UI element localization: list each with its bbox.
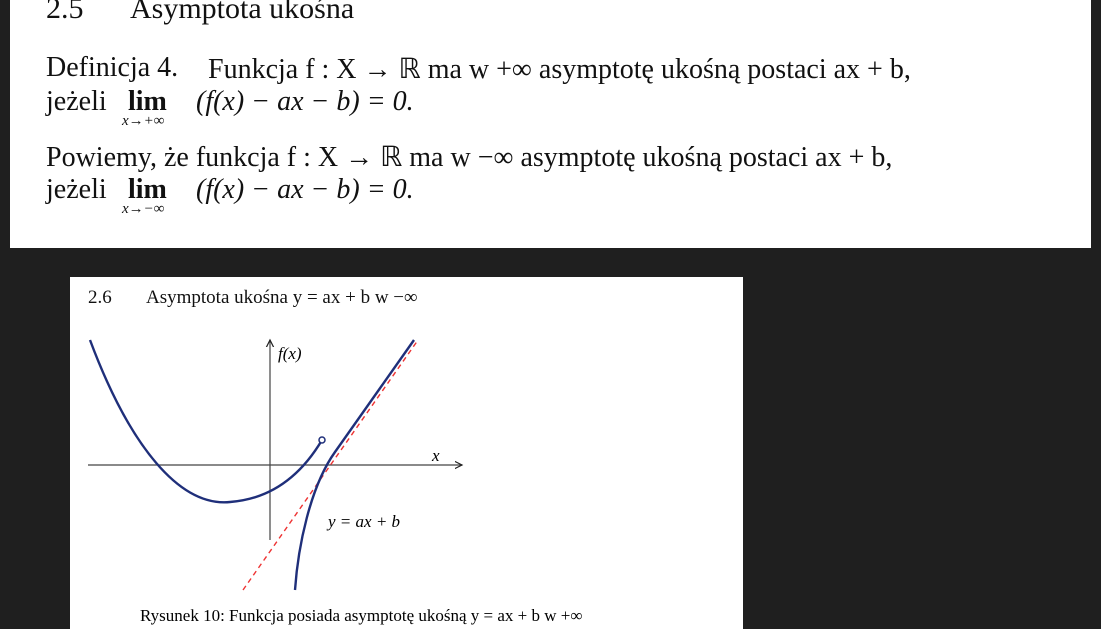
condition-word: jeżeli — [46, 174, 107, 205]
definition-panel: 2.5 Asymptota ukośna Definicja 4. Funkcj… — [10, 0, 1091, 248]
section-title: Asymptota ukośna — [130, 0, 355, 25]
limit: lim — [128, 86, 167, 117]
asymptote — [242, 339, 419, 591]
definition-text: Funkcja f : X → ℝ ma w +∞ asymptotę ukoś… — [208, 54, 911, 85]
formula: (f(x) − ax − b) = 0. — [196, 174, 414, 205]
limit: lim — [128, 174, 167, 205]
curve-right — [293, 339, 415, 591]
condition-word: jeżeli — [46, 86, 107, 117]
limit-subscript: x→−∞ — [122, 201, 165, 217]
limit-subscript: x→+∞ — [122, 113, 165, 129]
x-axis-label: x — [431, 446, 440, 465]
line-label: y = ax + b — [326, 512, 400, 531]
section-title: Asymptota ukośna y = ax + b w −∞ — [146, 287, 418, 308]
remark-text: Powiemy, że funkcja f : X → ℝ ma w −∞ as… — [46, 142, 893, 173]
formula: (f(x) − ax − b) = 0. — [196, 86, 414, 117]
caption: Rysunek 10: Funkcja posiada asymptotę uk… — [140, 606, 582, 625]
figure: f(x) x y = ax + b Rysunek 10: Funkcja po… — [88, 277, 582, 625]
open-endpoint — [318, 436, 326, 444]
figure-panel: 2.6 Asymptota ukośna y = ax + b w −∞ f(x… — [70, 277, 743, 629]
y-axis-label: f(x) — [278, 344, 302, 363]
curve-left — [88, 339, 324, 504]
section-number: 2.5 — [46, 0, 84, 25]
section-number: 2.6 — [88, 287, 112, 308]
definition-label: Definicja 4. — [46, 52, 179, 83]
